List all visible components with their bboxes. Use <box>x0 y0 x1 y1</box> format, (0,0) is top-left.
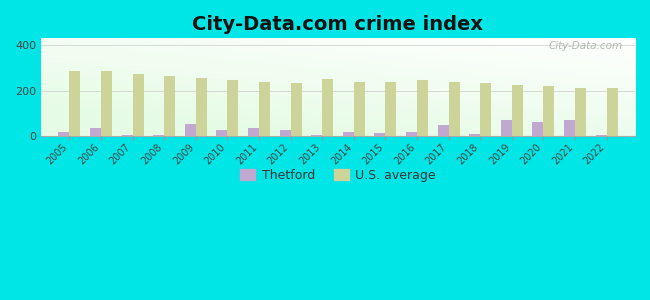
Bar <box>448 82 460 136</box>
Bar <box>164 76 176 136</box>
Bar <box>185 124 196 136</box>
Bar <box>564 120 575 136</box>
Bar <box>153 135 164 136</box>
Bar <box>101 71 112 136</box>
Bar <box>280 130 291 136</box>
Bar <box>469 134 480 136</box>
Bar <box>374 133 385 136</box>
Bar <box>58 132 70 136</box>
Bar <box>196 78 207 136</box>
Bar <box>133 74 144 136</box>
Bar <box>216 130 228 136</box>
Bar <box>575 88 586 136</box>
Bar <box>322 79 333 136</box>
Bar <box>227 80 239 136</box>
Bar <box>343 132 354 136</box>
Bar <box>311 135 322 136</box>
Bar <box>480 82 491 136</box>
Title: City-Data.com crime index: City-Data.com crime index <box>192 15 484 34</box>
Bar <box>291 82 302 136</box>
Bar <box>406 132 417 136</box>
Bar <box>259 82 270 136</box>
Text: City-Data.com: City-Data.com <box>549 41 623 51</box>
Bar <box>500 120 512 136</box>
Bar <box>90 128 101 136</box>
Legend: Thetford, U.S. average: Thetford, U.S. average <box>235 164 441 187</box>
Bar <box>543 86 554 136</box>
Bar <box>417 80 428 136</box>
Bar <box>532 122 543 136</box>
Bar <box>437 125 448 136</box>
Bar <box>512 85 523 136</box>
Bar <box>122 135 133 136</box>
Bar <box>595 135 606 136</box>
Bar <box>385 82 396 136</box>
Bar <box>606 88 618 136</box>
Bar <box>354 82 365 136</box>
Bar <box>70 71 81 136</box>
Bar <box>248 128 259 136</box>
